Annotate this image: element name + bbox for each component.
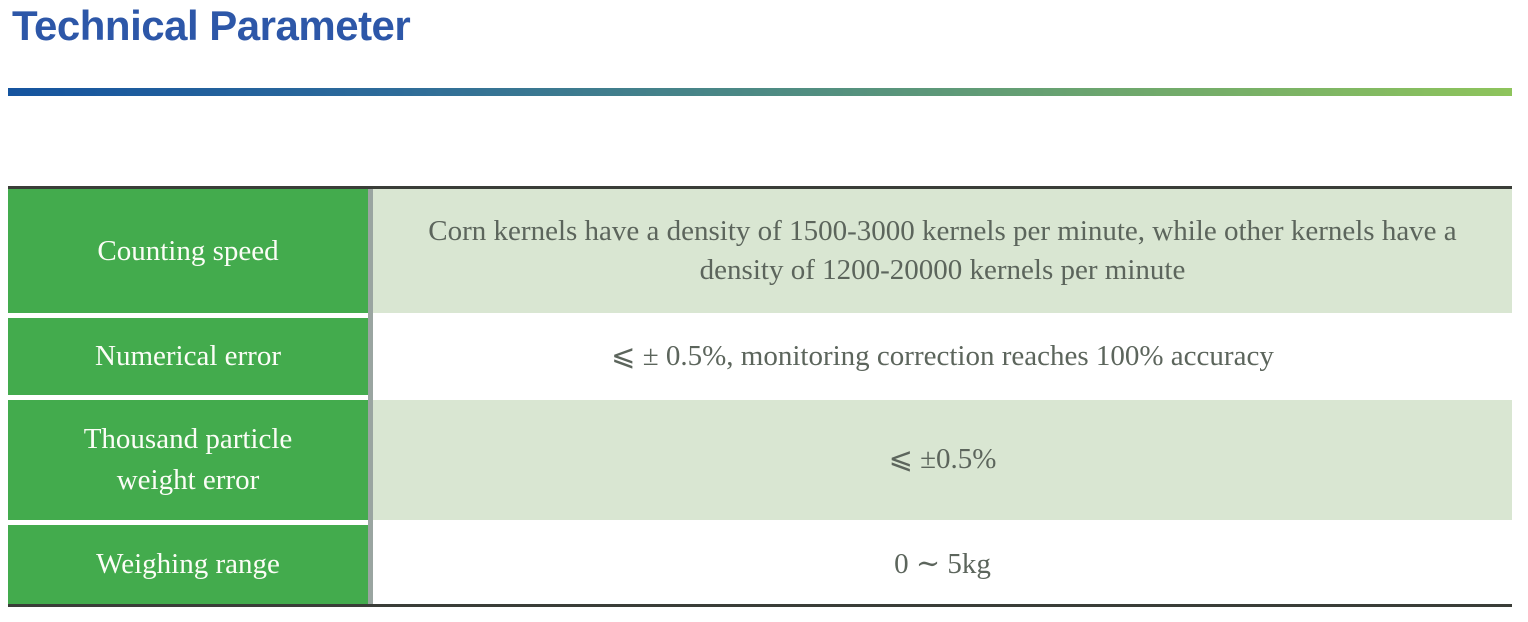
- row-value-text: ⩽ ±0.5%: [888, 443, 997, 476]
- row-value: ⩽ ±0.5%: [373, 400, 1512, 520]
- column-gutter: [368, 318, 373, 395]
- row-label: Numerical error: [8, 318, 368, 395]
- row-label-text: Counting speed: [97, 234, 279, 267]
- row-value-text: 0 ∼ 5kg: [894, 547, 991, 580]
- row-value: 0 ∼ 5kg: [373, 525, 1512, 604]
- row-label: Weighing range: [8, 525, 368, 604]
- table-row-counting-speed: Counting speed Corn kernels have a densi…: [8, 189, 1512, 313]
- column-gutter: [368, 400, 373, 520]
- row-value-text: Corn kernels have a density of 1500-3000…: [428, 214, 1457, 286]
- table-row-weighing-range: Weighing range 0 ∼ 5kg: [8, 525, 1512, 604]
- row-label-text: Weighing range: [96, 548, 280, 581]
- row-value-text: ⩽ ± 0.5%, monitoring correction reaches …: [611, 339, 1274, 372]
- row-label: Thousand particle weight error: [8, 400, 368, 520]
- page-title: Technical Parameter: [12, 2, 411, 49]
- row-label-text: Thousand particle weight error: [83, 423, 293, 496]
- column-gutter: [368, 189, 373, 313]
- table-row-thousand-particle-weight-error: Thousand particle weight error ⩽ ±0.5%: [8, 400, 1512, 520]
- table-row-numerical-error: Numerical error ⩽ ± 0.5%, monitoring cor…: [8, 318, 1512, 395]
- row-value: ⩽ ± 0.5%, monitoring correction reaches …: [373, 318, 1512, 395]
- row-label: Counting speed: [8, 189, 368, 313]
- row-label-text: Numerical error: [95, 340, 281, 373]
- title-divider: [8, 88, 1512, 96]
- column-gutter: [368, 525, 373, 604]
- spec-table: Counting speed Corn kernels have a densi…: [8, 186, 1512, 607]
- row-value: Corn kernels have a density of 1500-3000…: [373, 189, 1512, 313]
